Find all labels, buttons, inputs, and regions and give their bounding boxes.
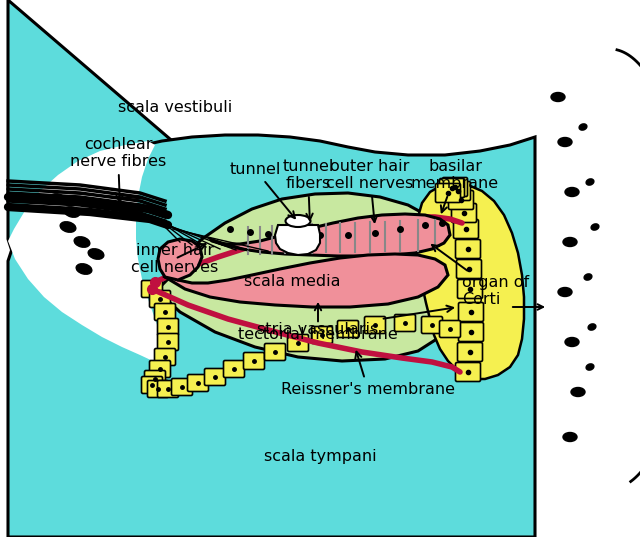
FancyBboxPatch shape (337, 321, 358, 337)
Text: stria vascularis: stria vascularis (257, 306, 453, 337)
FancyBboxPatch shape (458, 279, 483, 299)
FancyBboxPatch shape (458, 323, 483, 342)
FancyBboxPatch shape (188, 374, 209, 391)
Text: tunnel
fibers: tunnel fibers (282, 159, 333, 220)
Polygon shape (8, 0, 532, 527)
Ellipse shape (586, 179, 594, 185)
Ellipse shape (60, 222, 76, 233)
Polygon shape (275, 225, 320, 255)
Ellipse shape (64, 207, 80, 217)
FancyBboxPatch shape (454, 220, 479, 238)
Text: tunnel: tunnel (229, 162, 295, 218)
Ellipse shape (74, 237, 90, 247)
FancyBboxPatch shape (440, 178, 465, 198)
FancyBboxPatch shape (157, 381, 179, 397)
FancyBboxPatch shape (172, 379, 193, 395)
FancyBboxPatch shape (442, 178, 467, 197)
Polygon shape (8, 135, 535, 537)
FancyBboxPatch shape (458, 343, 483, 361)
Ellipse shape (586, 364, 594, 370)
Ellipse shape (591, 224, 599, 230)
FancyBboxPatch shape (287, 335, 308, 352)
FancyBboxPatch shape (456, 362, 481, 381)
FancyBboxPatch shape (422, 316, 442, 333)
FancyBboxPatch shape (264, 344, 285, 360)
Text: organ of
Corti: organ of Corti (432, 245, 529, 307)
Ellipse shape (588, 324, 596, 330)
FancyBboxPatch shape (449, 191, 474, 209)
Ellipse shape (50, 194, 66, 204)
FancyBboxPatch shape (243, 352, 264, 369)
Text: outer hair
cell nerves: outer hair cell nerves (326, 159, 413, 222)
FancyBboxPatch shape (435, 184, 461, 202)
FancyBboxPatch shape (157, 333, 179, 351)
Ellipse shape (558, 137, 572, 147)
FancyBboxPatch shape (157, 318, 179, 336)
Text: basilar
membrane: basilar membrane (411, 159, 499, 212)
Ellipse shape (571, 388, 585, 396)
Text: scala tympani: scala tympani (264, 449, 376, 465)
FancyBboxPatch shape (365, 316, 385, 333)
FancyBboxPatch shape (145, 371, 166, 388)
Polygon shape (416, 183, 524, 379)
Polygon shape (155, 193, 462, 361)
Ellipse shape (563, 237, 577, 246)
Ellipse shape (285, 215, 310, 227)
Polygon shape (158, 239, 202, 280)
FancyBboxPatch shape (205, 368, 225, 386)
Ellipse shape (88, 249, 104, 259)
Polygon shape (8, 141, 170, 371)
Ellipse shape (551, 92, 565, 101)
FancyBboxPatch shape (312, 326, 333, 344)
FancyBboxPatch shape (445, 182, 470, 200)
Ellipse shape (558, 287, 572, 296)
FancyBboxPatch shape (451, 204, 477, 222)
Polygon shape (545, 2, 640, 529)
FancyBboxPatch shape (150, 360, 170, 378)
FancyBboxPatch shape (456, 240, 481, 258)
FancyBboxPatch shape (458, 302, 483, 322)
Ellipse shape (579, 124, 587, 130)
FancyBboxPatch shape (154, 303, 175, 321)
Polygon shape (210, 214, 450, 256)
Ellipse shape (76, 264, 92, 274)
Ellipse shape (565, 187, 579, 197)
Text: Reissner's membrane: Reissner's membrane (281, 352, 455, 397)
FancyBboxPatch shape (150, 291, 170, 308)
Text: inner hair
cell nerves: inner hair cell nerves (131, 243, 219, 275)
Polygon shape (165, 254, 448, 307)
Text: scala vestibuli: scala vestibuli (118, 99, 232, 114)
FancyBboxPatch shape (141, 280, 163, 297)
FancyBboxPatch shape (147, 381, 168, 397)
FancyBboxPatch shape (223, 360, 244, 378)
Ellipse shape (584, 274, 592, 280)
Text: cochlear
nerve fibres: cochlear nerve fibres (70, 137, 166, 202)
FancyBboxPatch shape (141, 376, 163, 394)
Text: tectorial membrane: tectorial membrane (238, 304, 398, 342)
FancyBboxPatch shape (394, 315, 415, 331)
Text: scala media: scala media (244, 274, 340, 289)
Ellipse shape (563, 432, 577, 441)
FancyBboxPatch shape (154, 349, 175, 366)
FancyBboxPatch shape (440, 321, 461, 337)
Ellipse shape (565, 337, 579, 346)
FancyBboxPatch shape (456, 259, 481, 279)
